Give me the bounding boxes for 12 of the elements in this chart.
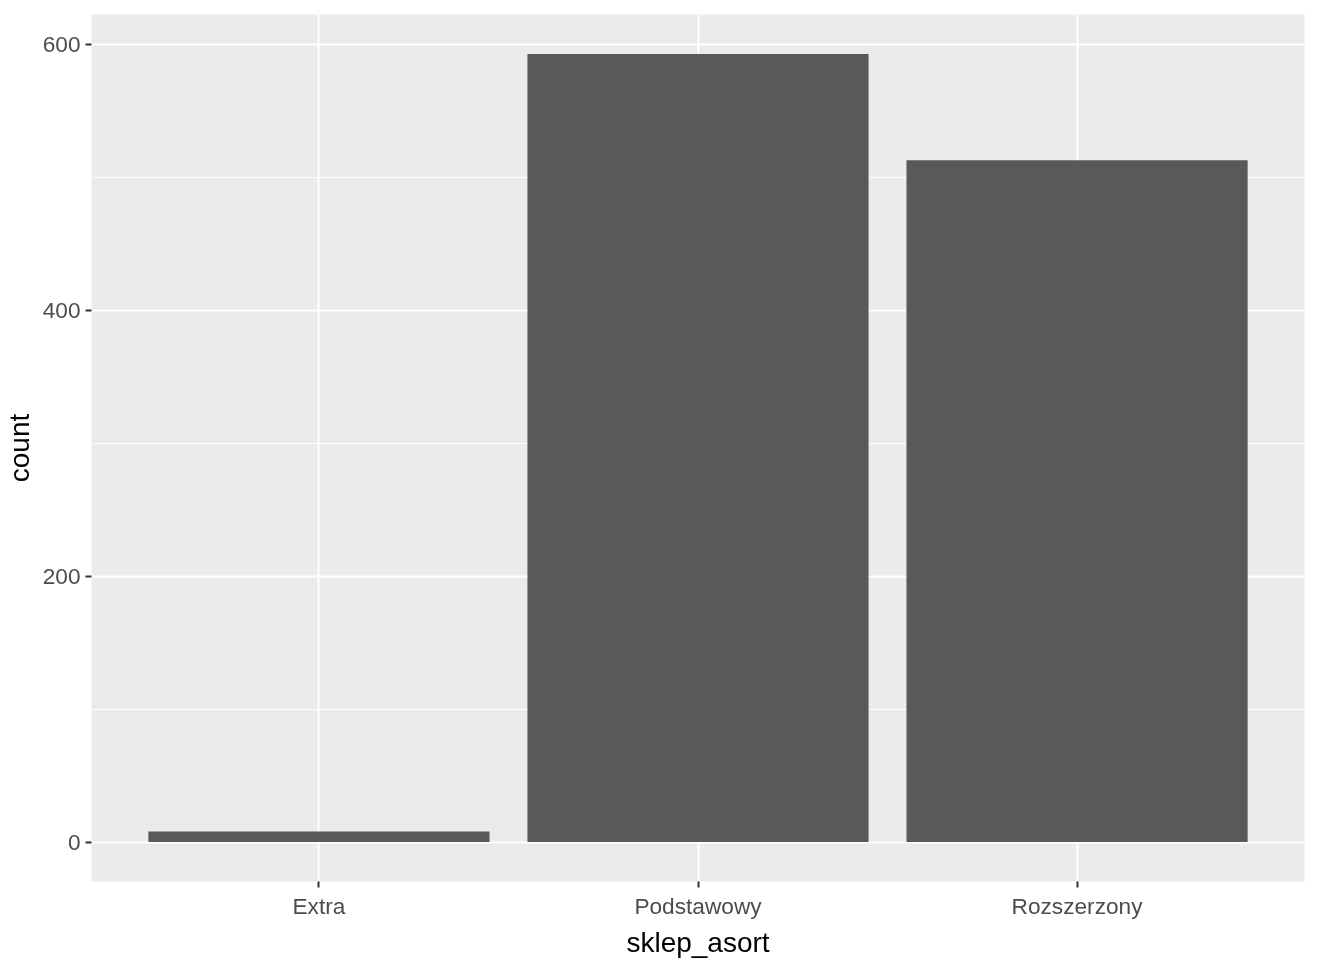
y-tick-label: 400 — [42, 296, 81, 323]
bar — [148, 831, 490, 843]
x-tick-label: Extra — [292, 892, 346, 919]
y-axis-title: count — [3, 413, 35, 483]
x-axis-title: sklep_asort — [626, 926, 770, 958]
y-tick-label: 600 — [42, 31, 81, 58]
bar — [906, 160, 1248, 843]
y-tick-label: 0 — [67, 828, 81, 855]
bar — [527, 53, 869, 843]
x-tick-label: Podstawowy — [634, 892, 763, 919]
x-tick-label: Rozszerzony — [1011, 892, 1144, 919]
y-tick-label: 200 — [42, 562, 81, 589]
